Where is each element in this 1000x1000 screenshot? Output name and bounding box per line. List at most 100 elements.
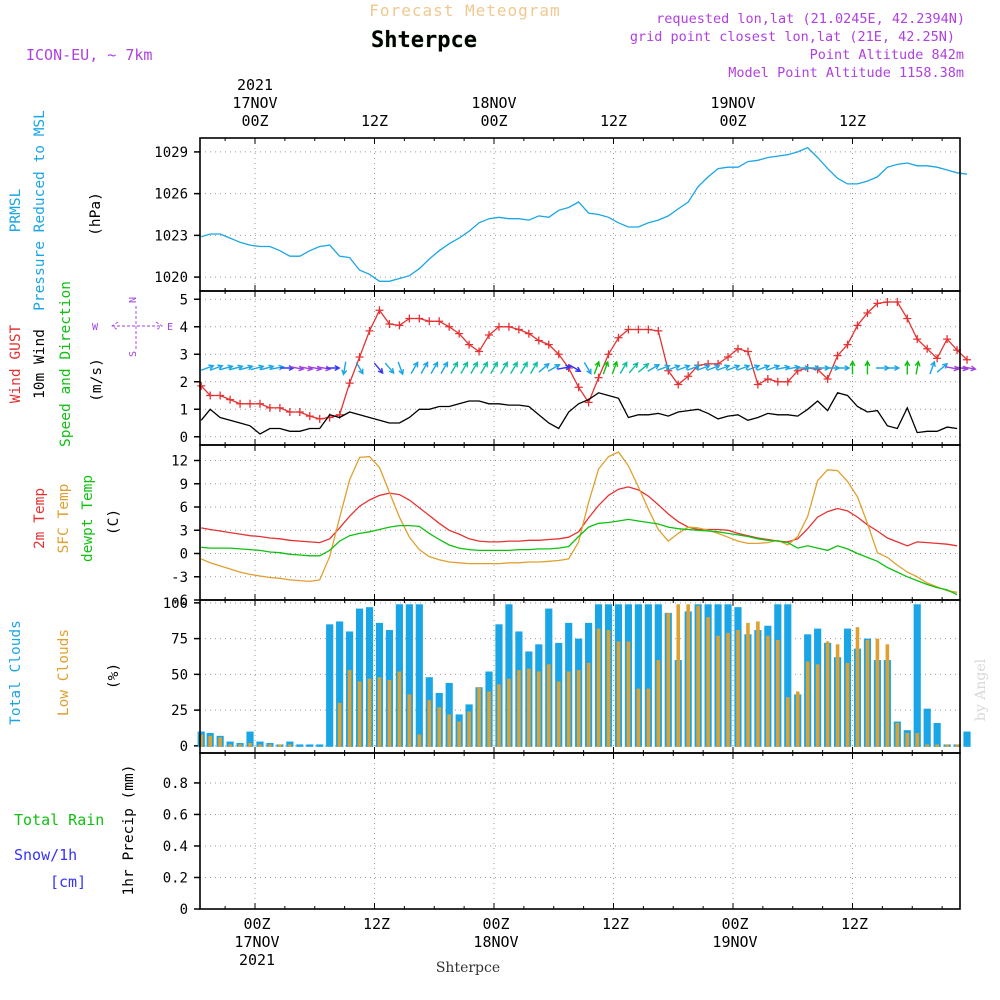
low-cloud-bar <box>835 644 840 747</box>
wind-direction-arrow <box>602 360 610 375</box>
top-time-label: 00Z <box>480 112 507 130</box>
low-cloud-bar <box>447 714 451 747</box>
low-cloud-bar <box>815 664 820 747</box>
wind-direction-arrow <box>529 361 538 374</box>
low-cloud-bar <box>895 722 900 747</box>
total-cloud-bar <box>644 604 652 747</box>
y-axis-label: (C) <box>106 509 122 535</box>
precip-snow-label: Snow/1h <box>14 846 77 864</box>
gust-marker <box>494 322 503 331</box>
series-line-prmsl <box>201 146 968 282</box>
top-time-label: 18NOV <box>471 94 516 112</box>
wind-direction-arrow <box>929 360 936 375</box>
series-line-2m-temp <box>201 486 958 547</box>
gust-marker <box>285 408 294 416</box>
wind-direction-arrow <box>317 365 332 372</box>
wind-direction-arrow <box>500 361 508 374</box>
y-tick-label: 0.4 <box>163 839 188 855</box>
low-cloud-bar <box>477 687 481 747</box>
low-cloud-bar <box>696 605 700 747</box>
y-axis-label: (%) <box>106 663 122 689</box>
gust-marker <box>305 412 314 421</box>
low-cloud-bar <box>517 670 521 747</box>
low-cloud-bar <box>785 697 790 747</box>
total-cloud-bar <box>505 604 513 747</box>
low-cloud-bar <box>606 630 611 747</box>
gust-marker <box>763 375 772 383</box>
y-tick-label: -6 <box>171 593 188 609</box>
gust-marker <box>634 325 643 334</box>
gust-marker <box>265 403 274 412</box>
low-cloud-bar <box>656 660 661 747</box>
gust-marker <box>624 325 633 334</box>
wind-direction-arrow <box>397 361 405 376</box>
series-line-dewpt-temp <box>201 518 958 596</box>
panel-pressure: 1020 1023 1026 1029 PRMSL Pressure Reduced to… <box>8 110 968 311</box>
low-cloud-bar <box>527 668 531 747</box>
gust-marker <box>465 340 474 349</box>
side-label: SFC Temp <box>56 484 72 554</box>
y-tick-label: 0 <box>180 739 188 755</box>
gust-marker <box>554 350 563 359</box>
low-cloud-bar <box>776 640 780 747</box>
y-tick-label: 2 <box>180 375 188 391</box>
bottom-time-label: 12Z <box>363 915 390 933</box>
gust-marker <box>913 335 922 344</box>
low-cloud-bar <box>795 691 800 747</box>
total-cloud-bar <box>923 708 931 747</box>
model-altitude: Model Point Altitude 1158.38m <box>728 65 964 81</box>
wind-direction-arrow <box>270 364 285 371</box>
wind-direction-arrow <box>736 364 751 371</box>
low-cloud-bar <box>357 681 362 747</box>
low-cloud-bar <box>905 732 910 747</box>
low-cloud-bar <box>199 734 204 747</box>
low-cloud-bar <box>407 694 412 747</box>
wind-direction-arrow <box>726 364 741 371</box>
low-cloud-bar <box>387 680 392 747</box>
low-cloud-bar <box>865 640 870 747</box>
low-cloud-bar <box>706 617 710 747</box>
series-line-sfc-temp <box>200 451 958 593</box>
wind-direction-arrow <box>510 361 518 374</box>
low-cloud-bar <box>537 671 541 747</box>
wind-direction-arrow <box>766 364 781 371</box>
side-label: Pressure Reduced to MSL <box>32 110 48 311</box>
wind-direction-arrow <box>686 364 701 371</box>
gust-marker <box>206 391 215 400</box>
wind-direction-arrow <box>936 362 949 373</box>
low-cloud-bar <box>766 635 770 747</box>
wind-direction-arrow <box>470 361 479 374</box>
panel-frame <box>199 752 961 910</box>
gust-marker <box>753 380 762 389</box>
low-cloud-bar <box>925 744 929 747</box>
gust-marker <box>674 380 683 389</box>
low-cloud-bar <box>208 735 212 747</box>
wind-direction-arrow <box>440 361 449 374</box>
y-tick-label: 0.8 <box>163 776 188 792</box>
wind-direction-arrow <box>200 364 215 371</box>
low-cloud-bar <box>347 670 352 747</box>
low-cloud-bar <box>716 635 720 747</box>
low-cloud-bar <box>646 688 651 747</box>
low-cloud-bar <box>626 641 631 747</box>
wind-direction-arrow <box>568 364 582 372</box>
total-cloud-bar <box>784 604 792 747</box>
series-line-10m-wind <box>200 392 958 435</box>
wind-direction-arrow <box>373 362 384 375</box>
low-cloud-bar <box>935 744 939 747</box>
gust-marker <box>355 353 364 361</box>
y-tick-label: 25 <box>171 703 188 719</box>
y-axis-label: (hPa) <box>88 192 104 236</box>
low-cloud-bar <box>228 744 232 747</box>
low-cloud-bar <box>457 721 461 747</box>
wind-direction-arrow <box>520 361 528 374</box>
y-tick-label: 1029 <box>154 145 188 161</box>
y-tick-label: 50 <box>171 667 188 683</box>
top-time-label: 12Z <box>839 112 866 130</box>
compass-w: W <box>92 322 99 333</box>
total-cloud-bar <box>336 621 344 747</box>
low-cloud-bar <box>337 702 342 747</box>
gust-marker <box>295 408 304 416</box>
